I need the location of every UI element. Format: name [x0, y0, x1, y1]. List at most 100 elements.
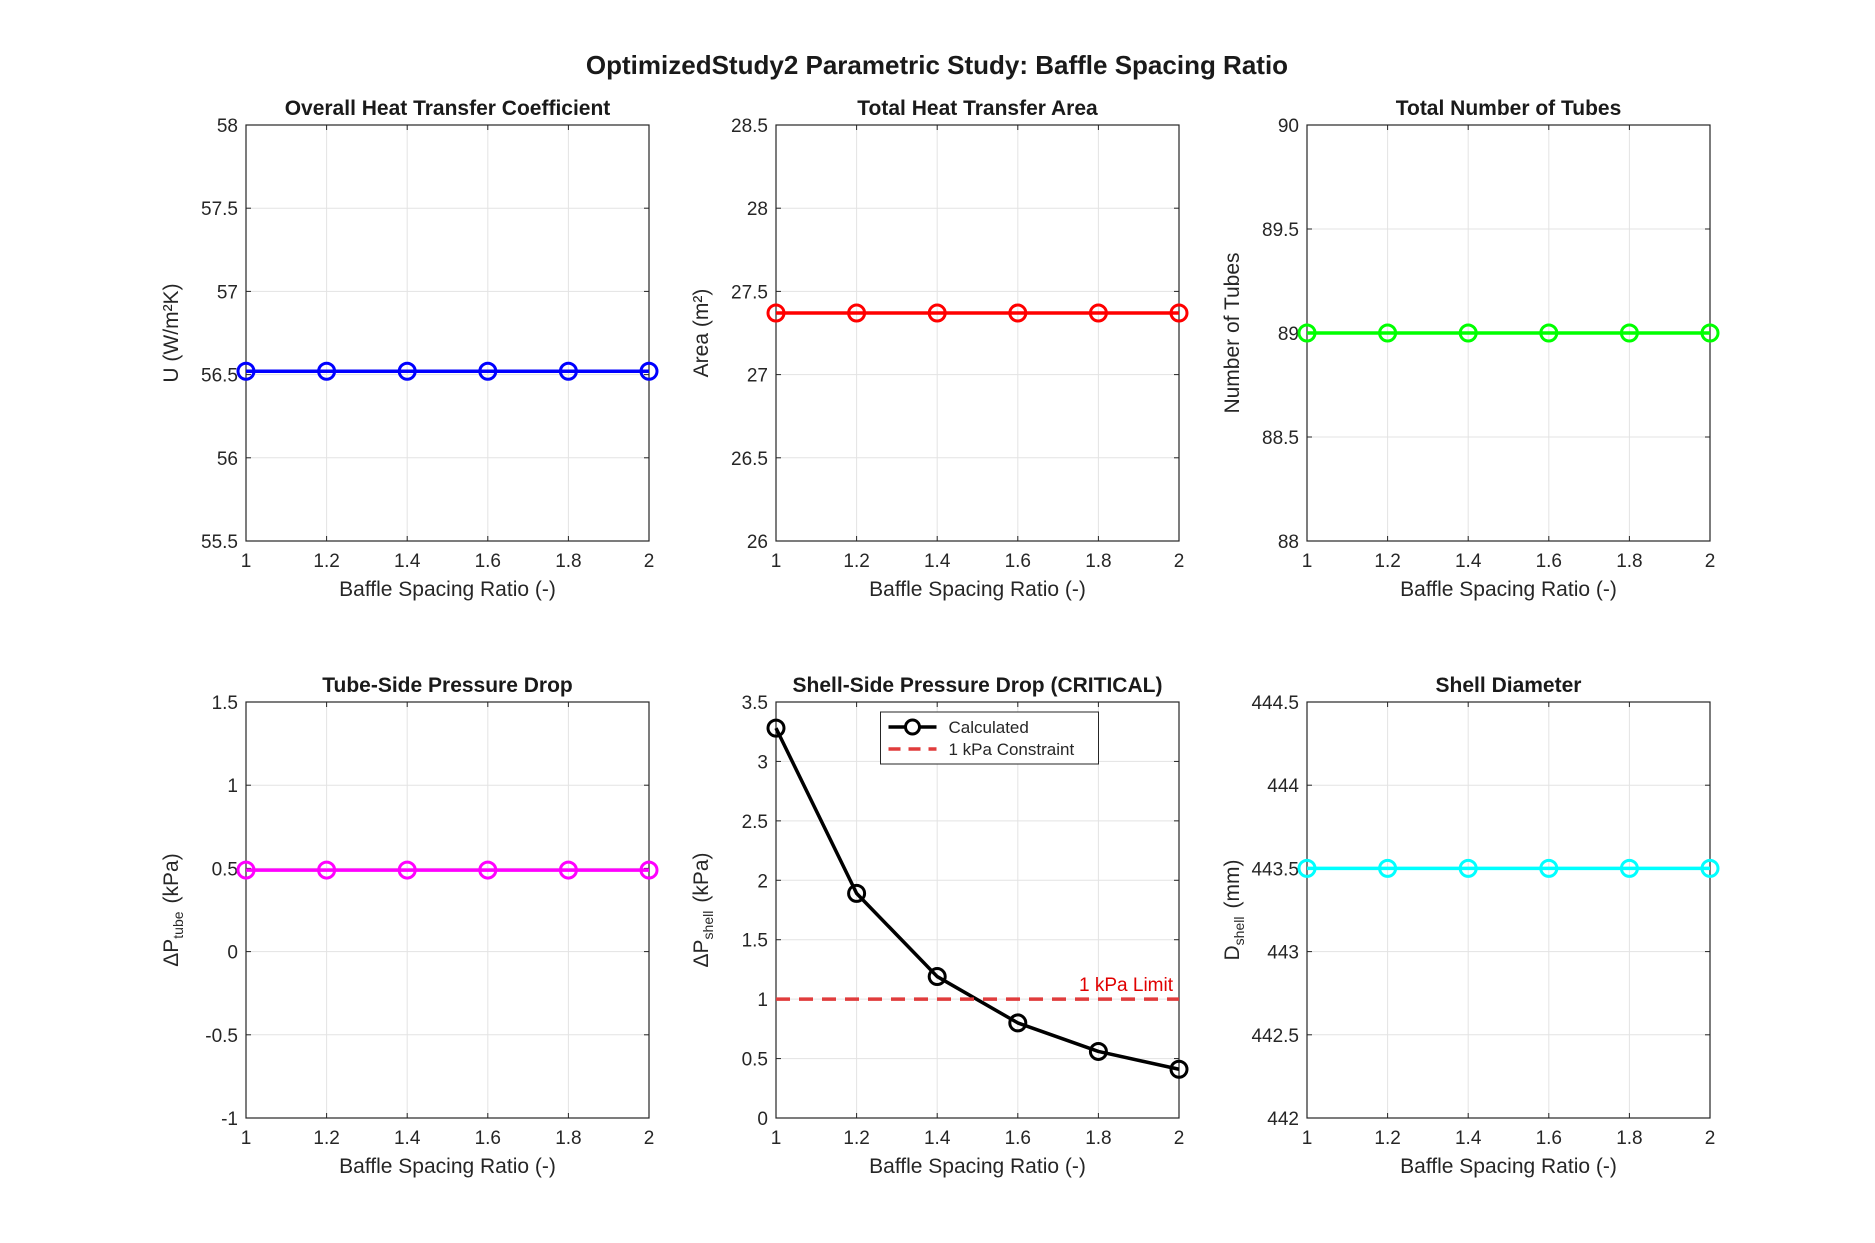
axes-box: [245, 124, 650, 542]
y-axis-label-unit: (kPa): [690, 852, 713, 902]
data-point: [558, 860, 578, 880]
y-axis-label: Dshell (mm): [1221, 860, 1247, 961]
data-point: [847, 883, 867, 903]
y-tick-label: 56.5: [201, 366, 238, 387]
data-point: [236, 860, 256, 880]
y-axis-label-main: ΔP: [690, 939, 713, 967]
y-tick-label: 442: [1267, 1109, 1299, 1130]
y-axis-label: ΔPtube (kPa): [160, 853, 186, 966]
data-point: [1700, 323, 1720, 343]
y-tick-label: 26: [747, 532, 768, 553]
x-tick-label: 1.2: [843, 551, 869, 572]
x-tick-label: 1.8: [555, 1128, 581, 1149]
x-tick-label: 1.4: [1455, 1128, 1482, 1149]
y-tick-label: 444.5: [1251, 693, 1299, 714]
y-tick-label: 28.5: [731, 116, 768, 137]
y-tick-label: 1: [757, 990, 768, 1011]
x-tick-label: 1.8: [1616, 551, 1642, 572]
data-point: [1539, 323, 1559, 343]
y-axis-label-subscript: shell: [1231, 917, 1247, 946]
data-point: [1378, 858, 1398, 878]
x-tick-label: 1.2: [313, 551, 339, 572]
data-point: [317, 860, 337, 880]
subplot-title: Shell-Side Pressure Drop (CRITICAL): [793, 674, 1163, 697]
data-point: [397, 361, 417, 381]
x-axis-label: Baffle Spacing Ratio (-): [869, 578, 1086, 601]
data-point: [1458, 858, 1478, 878]
x-tick-label: 1.6: [1005, 551, 1031, 572]
y-axis-label-subscript: tube: [170, 911, 186, 938]
data-point: [558, 361, 578, 381]
data-point: [1088, 1041, 1108, 1061]
subplot-title: Tube-Side Pressure Drop: [322, 674, 573, 697]
data-point: [766, 303, 786, 323]
plot-area: [246, 125, 649, 541]
y-axis-label-subscript: shell: [700, 911, 716, 940]
y-tick-label: 57: [217, 282, 238, 303]
data-point: [1378, 323, 1398, 343]
y-tick-label: 0: [227, 943, 238, 964]
data-point: [1088, 303, 1108, 323]
data-point: [236, 361, 256, 381]
y-tick-label: 89.5: [1262, 220, 1299, 241]
x-axis-label: Baffle Spacing Ratio (-): [1400, 578, 1617, 601]
data-point: [1297, 323, 1317, 343]
x-tick-label: 1.4: [924, 551, 951, 572]
data-point: [639, 361, 659, 381]
y-tick-label: 55.5: [201, 532, 238, 553]
axes-box: [245, 701, 650, 1119]
data-point: [1008, 303, 1028, 323]
x-tick-label: 1.4: [924, 1128, 951, 1149]
legend-item: 1 kPa Constraint: [888, 740, 1074, 759]
y-tick-label: 0.5: [742, 1050, 768, 1071]
x-tick-label: 2: [1705, 1128, 1716, 1149]
data-point: [1619, 858, 1639, 878]
y-tick-label: 442.5: [1251, 1026, 1299, 1047]
subplot-6: 1 1.2 1.4 1.6 1.8 2 442 442.5 443 443.5 444 444.5 Sh…: [1221, 674, 1720, 1178]
legend-marker: [904, 718, 921, 736]
plot-area: [246, 702, 649, 1118]
data-point: [1539, 858, 1559, 878]
y-tick-label: 56: [217, 449, 238, 470]
data-point: [1458, 323, 1478, 343]
x-tick-label: 1.2: [1374, 1128, 1400, 1149]
axes-box: [1306, 701, 1711, 1119]
x-tick-label: 1: [1302, 551, 1313, 572]
subplot-title: Shell Diameter: [1436, 674, 1582, 697]
y-axis-label-unit: (mm): [1221, 860, 1244, 909]
y-tick-label: 0: [757, 1109, 768, 1130]
x-tick-label: 1.4: [394, 551, 421, 572]
y-axis-label: ΔPshell (kPa): [690, 852, 716, 967]
y-tick-label: 1.5: [742, 931, 768, 952]
x-tick-label: 1: [771, 1128, 782, 1149]
x-tick-label: 1.6: [1536, 1128, 1562, 1149]
subplot-2: 1 1.2 1.4 1.6 1.8 2 26 26.5 27 27.5 28 28.5 Total He…: [690, 97, 1189, 601]
data-point: [1008, 1013, 1028, 1033]
x-tick-label: 1.6: [475, 551, 501, 572]
x-tick-label: 2: [1705, 551, 1716, 572]
y-tick-label: 2.5: [742, 812, 768, 833]
x-tick-label: 1.6: [475, 1128, 501, 1149]
x-tick-label: 2: [1174, 551, 1185, 572]
y-tick-label: 90: [1278, 116, 1299, 137]
y-axis-label: Area (m²): [690, 289, 713, 378]
y-axis-label-main: D: [1221, 945, 1244, 960]
subplot-title: Total Heat Transfer Area: [857, 97, 1098, 120]
figure-title: OptimizedStudy2 Parametric Study: Baffle…: [586, 50, 1288, 80]
x-tick-label: 1.4: [1455, 551, 1482, 572]
y-tick-label: 27.5: [731, 282, 768, 303]
data-point: [1169, 1059, 1189, 1079]
data-point: [1297, 858, 1317, 878]
y-tick-label: 443.5: [1251, 859, 1299, 880]
plot-area: [776, 702, 1179, 1118]
y-axis-label-unit: (kPa): [160, 853, 183, 903]
x-tick-label: 1.8: [1085, 551, 1111, 572]
x-axis-label: Baffle Spacing Ratio (-): [339, 1155, 556, 1178]
subplot-3: 1 1.2 1.4 1.6 1.8 2 88 88.5 89 89.5 90 Total Number…: [1221, 97, 1720, 601]
x-tick-label: 1.2: [313, 1128, 339, 1149]
x-tick-label: 2: [644, 1128, 655, 1149]
y-tick-label: 26.5: [731, 449, 768, 470]
data-point: [1619, 323, 1639, 343]
subplot-title: Overall Heat Transfer Coefficient: [285, 97, 611, 120]
x-tick-label: 1.8: [1085, 1128, 1111, 1149]
